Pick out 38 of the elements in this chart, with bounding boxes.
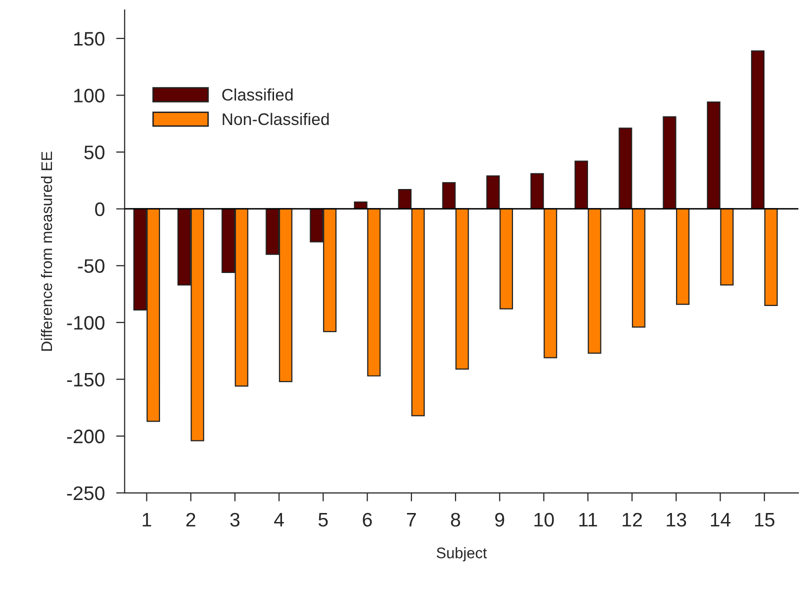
bar bbox=[588, 208, 602, 354]
x-tick-label: 15 bbox=[755, 513, 774, 527]
x-tick-label: 8 bbox=[450, 512, 460, 527]
y-tick-label: 150 bbox=[74, 32, 104, 46]
legend-label: Classified bbox=[222, 88, 293, 101]
bar bbox=[574, 160, 588, 210]
bar bbox=[632, 208, 646, 328]
x-tick-label: 3 bbox=[230, 512, 240, 527]
x-tick-label: 13 bbox=[666, 512, 686, 527]
x-tick-label: 12 bbox=[622, 512, 642, 526]
x-tick-label: 1 bbox=[142, 513, 152, 526]
x-tick-label: 2 bbox=[186, 512, 196, 526]
x-tick-label: 5 bbox=[318, 513, 328, 527]
x-tick-label: 11 bbox=[579, 513, 598, 526]
bar bbox=[455, 208, 469, 370]
bar bbox=[751, 50, 765, 210]
y-axis-title: Difference from measured EE bbox=[40, 152, 52, 351]
x-tick-label: 7 bbox=[407, 513, 416, 526]
y-tick-label: 0 bbox=[95, 202, 104, 216]
bar bbox=[442, 182, 456, 210]
y-tick-label: 50 bbox=[84, 146, 104, 160]
bar bbox=[411, 208, 425, 416]
x-tick-label: 6 bbox=[362, 512, 372, 527]
y-tick-label: 100 bbox=[74, 88, 104, 102]
bar bbox=[398, 188, 412, 210]
bar bbox=[764, 208, 778, 306]
y-tick-label: -100 bbox=[67, 316, 104, 330]
y-tick-label: -250 bbox=[67, 486, 104, 500]
y-tick-label: -200 bbox=[67, 430, 104, 444]
y-tick-label: -150 bbox=[67, 372, 104, 387]
x-tick-label: 10 bbox=[534, 512, 554, 527]
x-tick-label: 4 bbox=[274, 513, 284, 526]
x-axis-title: Subject bbox=[436, 547, 487, 562]
legend-label: Non-Classified bbox=[222, 112, 329, 126]
bar bbox=[618, 128, 632, 210]
x-tick-label: 9 bbox=[495, 512, 504, 527]
y-tick-label: -50 bbox=[78, 259, 104, 273]
x-tick-label: 14 bbox=[710, 513, 731, 526]
